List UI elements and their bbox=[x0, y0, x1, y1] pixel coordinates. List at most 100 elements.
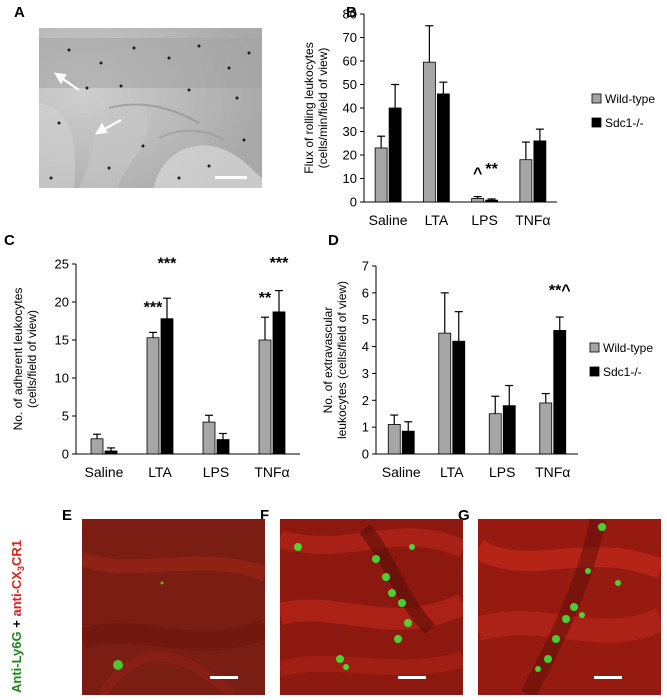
scale-bar-a bbox=[215, 176, 247, 179]
micrograph-f bbox=[280, 519, 463, 695]
panel-label-b: B bbox=[346, 4, 357, 21]
y-tick-label-b: 40 bbox=[343, 101, 357, 116]
legend-swatch-b bbox=[591, 117, 602, 128]
category-label-c: TNFα bbox=[254, 464, 289, 480]
micrograph-e-image bbox=[82, 519, 265, 695]
micrograph-f-image bbox=[280, 519, 463, 695]
category-label-b: Saline bbox=[369, 212, 408, 228]
bar-b-wild-type bbox=[374, 147, 388, 203]
y-axis-label-c: (cells/field of view) bbox=[25, 310, 39, 408]
category-label-c: LPS bbox=[203, 464, 229, 480]
y-tick-label-d: 6 bbox=[362, 285, 369, 300]
stain-label-red-suffix: CR1 bbox=[9, 540, 24, 566]
y-tick-label-c: 15 bbox=[55, 333, 69, 348]
stain-label-plus: + bbox=[9, 617, 24, 632]
y-tick-label-d: 4 bbox=[362, 339, 369, 354]
y-tick-label-b: 0 bbox=[350, 195, 357, 210]
micrograph-g-image bbox=[478, 519, 661, 695]
y-axis-label-c: No. of adherent leukocytes bbox=[11, 288, 25, 431]
y-tick-label-c: 0 bbox=[62, 447, 69, 462]
bar-b-sdc1 bbox=[436, 93, 450, 203]
stain-label-sub: 3 bbox=[16, 566, 26, 571]
stain-label-svg: Anti-Ly6G + anti-CX3CR1 bbox=[9, 540, 26, 693]
legend-swatch-d bbox=[589, 342, 600, 353]
chart-c: 0 5 10 15 20 25 No. of adherent leukocytes (cel… bbox=[11, 255, 300, 480]
y-tick-label-b: 30 bbox=[343, 124, 357, 139]
bar-d-sdc1 bbox=[452, 340, 466, 455]
micrograph-a-image bbox=[39, 28, 262, 188]
y-axis-label-b: (cells/min/field of view) bbox=[316, 48, 330, 169]
panel-label-d: D bbox=[328, 232, 339, 249]
bar-c-sdc1 bbox=[104, 450, 118, 455]
category-label-d: TNFα bbox=[535, 464, 570, 480]
y-axis-label-d: leukocytes (cells/field of view) bbox=[335, 281, 349, 439]
legend-label-d: Wild-type bbox=[603, 341, 653, 355]
bar-b-sdc1 bbox=[533, 140, 547, 203]
significance-label-c: *** bbox=[144, 300, 163, 317]
significance-label-c: *** bbox=[158, 256, 177, 273]
y-tick-label-b: 60 bbox=[343, 54, 357, 69]
scale-bar-g bbox=[594, 676, 622, 679]
bar-d-sdc1 bbox=[401, 430, 415, 455]
y-tick-label-c: 20 bbox=[55, 295, 69, 310]
category-label-c: LTA bbox=[148, 464, 172, 480]
y-tick-label-d: 5 bbox=[362, 312, 369, 327]
category-label-d: LPS bbox=[489, 464, 515, 480]
bar-b-sdc1 bbox=[485, 199, 499, 203]
bar-b-sdc1 bbox=[388, 107, 402, 203]
bar-c-wild-type bbox=[258, 339, 272, 455]
legend-swatch-d bbox=[589, 366, 600, 377]
chart-b: 0 10 20 30 40 50 60 70 80 Flux of rolling leukocy… bbox=[302, 7, 655, 229]
category-label-d: LTA bbox=[440, 464, 464, 480]
stain-label-red: anti-CX bbox=[9, 571, 24, 617]
y-tick-label-c: 5 bbox=[62, 409, 69, 424]
y-tick-label-b: 50 bbox=[343, 77, 357, 92]
significance-label-c: ** bbox=[259, 290, 272, 307]
y-tick-label-d: 0 bbox=[362, 447, 369, 462]
y-tick-label-d: 7 bbox=[362, 259, 369, 274]
significance-label-b: ^ bbox=[473, 166, 482, 183]
panel-label-e: E bbox=[62, 507, 73, 524]
y-axis-label-d: No. of extravascular bbox=[321, 307, 335, 414]
bar-d-wild-type bbox=[539, 402, 553, 455]
category-label-b: LTA bbox=[425, 212, 449, 228]
stain-label: Anti-Ly6G + anti-CX3CR1 bbox=[4, 505, 28, 695]
bar-d-sdc1 bbox=[553, 330, 567, 455]
bar-b-wild-type bbox=[519, 159, 533, 203]
panel-label-a: A bbox=[14, 4, 25, 21]
legend-label-b: Sdc1-/- bbox=[605, 116, 644, 130]
bar-d-sdc1 bbox=[502, 405, 516, 455]
y-tick-label-b: 20 bbox=[343, 148, 357, 163]
bar-b-wild-type bbox=[422, 61, 436, 203]
micrograph-e bbox=[82, 519, 265, 695]
significance-label-c: *** bbox=[270, 255, 289, 272]
panel-label-f: F bbox=[260, 507, 270, 524]
bar-c-wild-type bbox=[146, 337, 160, 455]
category-label-d: Saline bbox=[382, 464, 421, 480]
stain-label-green: Anti-Ly6G bbox=[9, 631, 24, 693]
bar-d-wild-type bbox=[488, 413, 502, 455]
legend-swatch-b bbox=[591, 93, 602, 104]
bar-b-wild-type bbox=[471, 198, 485, 203]
category-label-c: Saline bbox=[85, 464, 124, 480]
svg-text:Anti-Ly6G + anti-CX3CR1: Anti-Ly6G + anti-CX3CR1 bbox=[9, 540, 26, 693]
y-tick-label-c: 10 bbox=[55, 371, 69, 386]
bar-c-wild-type bbox=[202, 421, 216, 455]
y-tick-label-b: 10 bbox=[343, 171, 357, 186]
bar-d-wild-type bbox=[387, 424, 401, 455]
micrograph-g bbox=[478, 519, 661, 695]
category-label-b: LPS bbox=[471, 212, 497, 228]
y-tick-label-c: 25 bbox=[55, 257, 69, 272]
y-tick-label-d: 1 bbox=[362, 420, 369, 435]
bar-c-wild-type bbox=[90, 438, 104, 455]
legend-label-d: Sdc1-/- bbox=[603, 365, 642, 379]
category-label-b: TNFα bbox=[515, 212, 550, 228]
y-tick-label-b: 70 bbox=[343, 30, 357, 45]
scale-bar-f bbox=[398, 676, 426, 679]
significance-label-d: **^ bbox=[549, 283, 571, 300]
bar-c-sdc1 bbox=[160, 318, 174, 455]
panel-label-g: G bbox=[458, 507, 470, 524]
bar-d-wild-type bbox=[438, 332, 452, 455]
y-tick-label-b: 80 bbox=[343, 7, 357, 22]
y-tick-label-d: 2 bbox=[362, 393, 369, 408]
